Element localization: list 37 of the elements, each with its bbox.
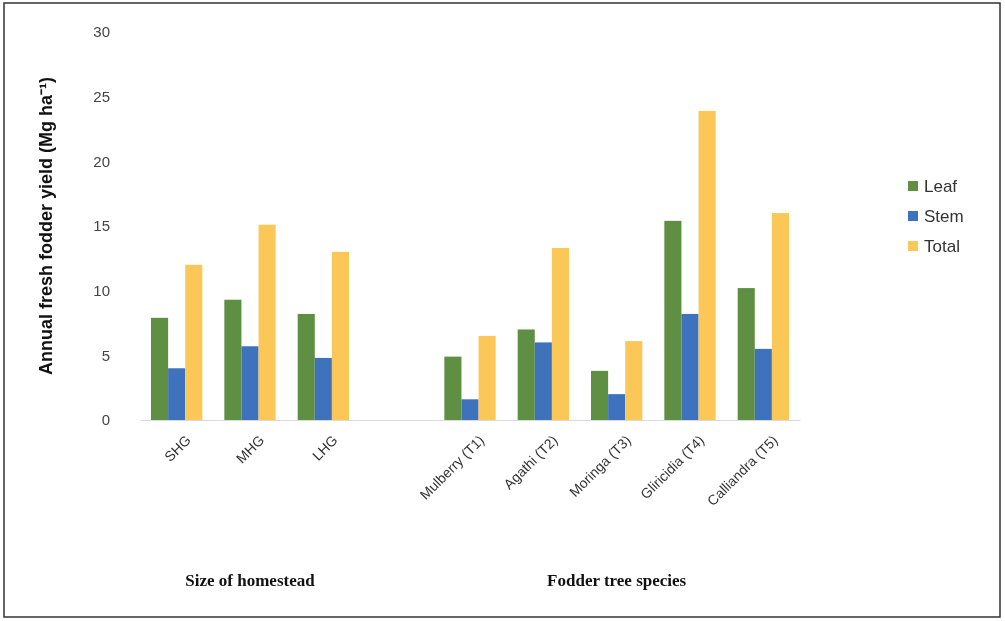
y-tick-label: 25 bbox=[93, 87, 110, 105]
y-tick-label: 30 bbox=[93, 23, 110, 41]
bar bbox=[297, 313, 315, 420]
bar bbox=[517, 329, 535, 420]
bar bbox=[461, 399, 479, 420]
y-tick-label: 0 bbox=[101, 411, 110, 429]
bar bbox=[331, 251, 349, 420]
y-tick-label: 5 bbox=[101, 346, 110, 364]
bar bbox=[681, 313, 699, 420]
bar bbox=[608, 394, 626, 420]
bar bbox=[151, 317, 169, 420]
bar bbox=[444, 356, 462, 420]
bar bbox=[664, 220, 682, 420]
y-tick-label: 10 bbox=[93, 281, 110, 299]
legend-label: Total bbox=[924, 236, 960, 256]
y-tick-label: 15 bbox=[93, 217, 110, 235]
bar bbox=[534, 342, 552, 420]
legend-label: Stem bbox=[924, 206, 964, 226]
bar bbox=[258, 224, 276, 420]
bar bbox=[185, 264, 203, 420]
bar bbox=[698, 110, 716, 420]
y-tick-label: 20 bbox=[93, 152, 110, 170]
bar bbox=[314, 357, 332, 420]
bar bbox=[737, 288, 755, 420]
bar bbox=[591, 370, 609, 420]
bar bbox=[771, 213, 789, 420]
text: Size of homestead bbox=[185, 571, 316, 590]
y-axis-title: Annual fresh fodder yield (Mg ha⁻¹) bbox=[36, 76, 56, 376]
bar bbox=[241, 346, 259, 420]
bar bbox=[754, 348, 772, 420]
bar bbox=[478, 335, 496, 420]
bar bbox=[224, 299, 242, 420]
legend-label: Leaf bbox=[924, 176, 958, 196]
bar bbox=[551, 247, 569, 420]
bar bbox=[625, 341, 643, 420]
bar bbox=[168, 368, 186, 420]
text: Fodder tree species bbox=[547, 571, 687, 590]
